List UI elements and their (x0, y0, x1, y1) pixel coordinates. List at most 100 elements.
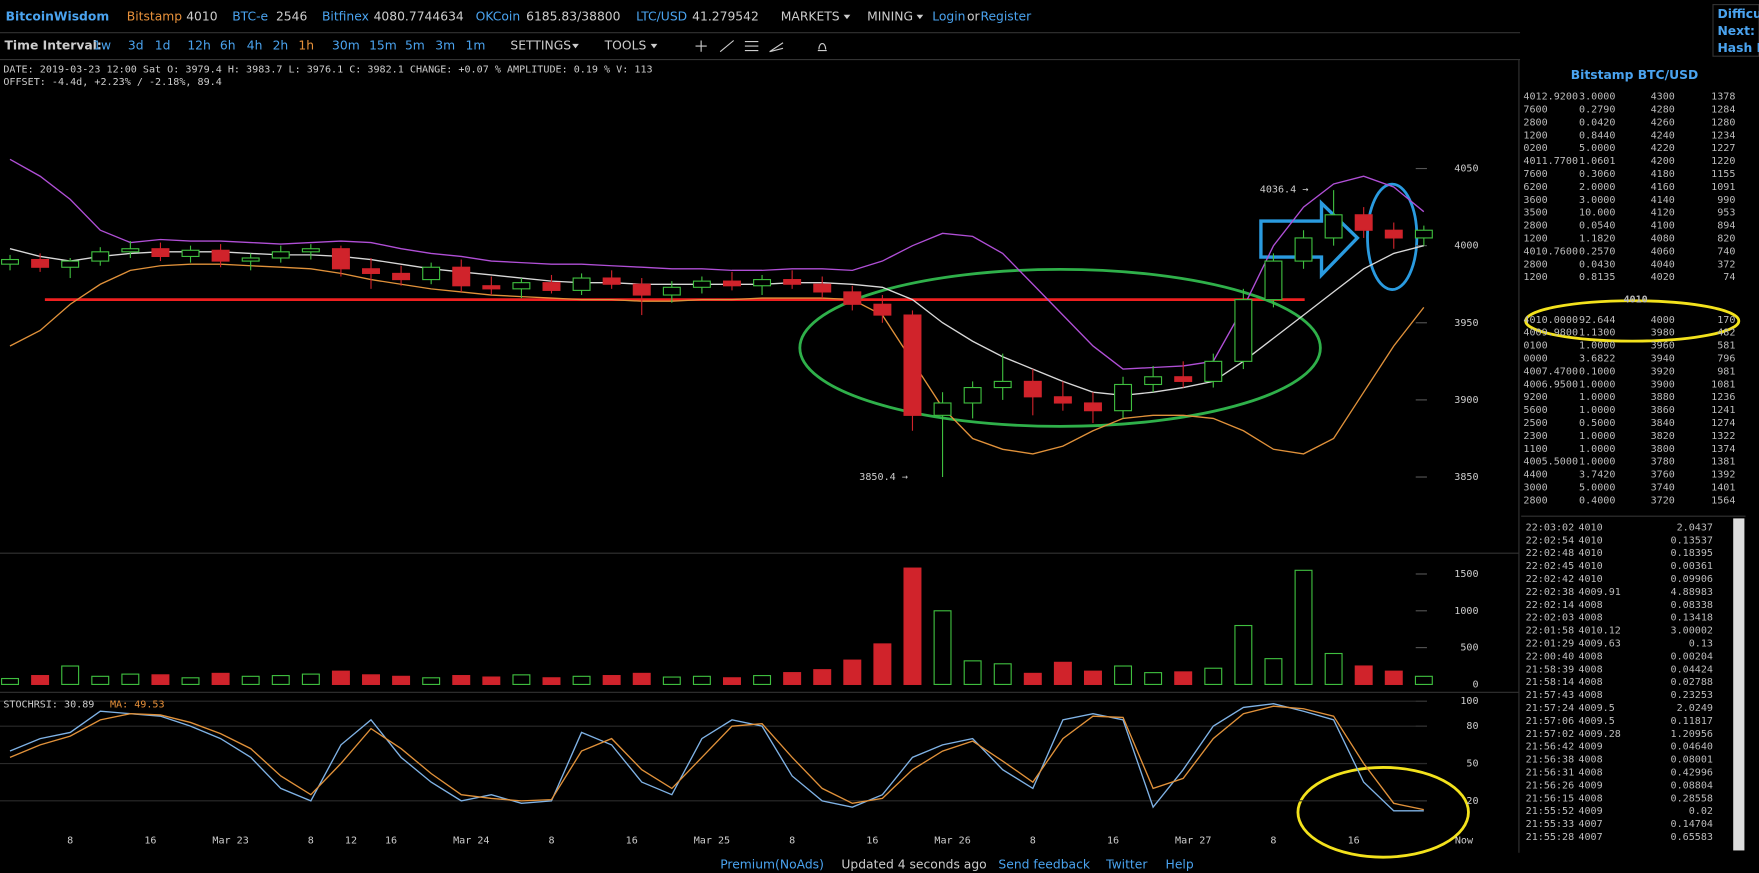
book-cell: 4280 (1651, 104, 1675, 115)
candle-body (1174, 376, 1193, 382)
trade-price: 4010 (1578, 522, 1602, 533)
interval-button[interactable]: 5m (405, 39, 425, 53)
footer-link[interactable]: Help (1166, 858, 1194, 872)
candle-body (362, 268, 380, 274)
tool-icon[interactable] (719, 40, 735, 53)
trade-amount: 0.13 (1689, 638, 1713, 649)
volume-bar (452, 675, 471, 685)
interval-button[interactable]: 1d (155, 39, 171, 53)
x-tick-label: 16 (385, 835, 397, 846)
trade-amount: 0.00361 (1671, 561, 1713, 572)
book-cell: 2800 (1523, 495, 1547, 506)
trade-price: 4008 (1578, 690, 1602, 701)
volume-bar (662, 676, 681, 685)
menu[interactable]: MINING (867, 9, 913, 23)
x-tick-label: 16 (144, 835, 156, 846)
interval-button[interactable]: 2h (273, 39, 289, 53)
book-cell: 1.0000 (1579, 405, 1615, 416)
tools-menu[interactable]: TOOLS (604, 39, 647, 53)
interval-button[interactable]: 1w (93, 39, 111, 53)
interval-button[interactable]: 15m (369, 39, 397, 53)
volume-bar (1294, 569, 1313, 685)
book-cell: 3840 (1651, 418, 1675, 429)
register-link[interactable]: Register (980, 9, 1032, 23)
candle-body (1384, 229, 1403, 239)
trade-price: 4008 (1578, 664, 1602, 675)
trade-time: 21:57:43 (1526, 690, 1575, 701)
interval-button[interactable]: 3d (128, 39, 144, 53)
candle-body (181, 249, 200, 258)
book-cell: 1241 (1711, 405, 1735, 416)
volume-bar (753, 675, 772, 685)
x-tick-label: 8 (1270, 835, 1276, 846)
login-link[interactable]: Login (932, 9, 965, 23)
annotation: 4036.4 → (1260, 185, 1309, 196)
y-tick-label: 500 (1460, 643, 1478, 654)
book-cell: 3780 (1651, 457, 1675, 468)
footer-link[interactable]: Premium(NoAds) (720, 858, 824, 872)
tool-icon[interactable] (695, 40, 707, 52)
trade-time: 22:02:14 (1526, 600, 1575, 611)
candle-body (1114, 383, 1133, 412)
interval-button[interactable]: 12h (187, 39, 211, 53)
trade-time: 22:02:54 (1526, 535, 1575, 546)
scrollbar[interactable] (1733, 518, 1745, 851)
book-cell: 1284 (1711, 104, 1735, 115)
volume-bar (151, 674, 170, 685)
x-tick-label: Mar 23 (212, 835, 248, 846)
trade-amount: 0.02 (1689, 806, 1713, 817)
volume-bar (482, 676, 501, 685)
book-cell: 581 (1717, 341, 1735, 352)
trade-price: 4010 (1578, 535, 1602, 546)
volume-bar (572, 675, 591, 685)
x-tick-label: Mar 24 (453, 835, 489, 846)
x-tick-label: 8 (1030, 835, 1036, 846)
menu-caret (843, 14, 851, 20)
book-cell: 1280 (1711, 117, 1735, 128)
volume-bar (241, 675, 260, 685)
settings-menu[interactable]: SETTINGS (510, 39, 571, 53)
book-cell: 3500 (1523, 208, 1547, 219)
interval-button[interactable]: 3m (435, 39, 455, 53)
menu[interactable]: MARKETS (781, 9, 840, 23)
trade-time: 22:02:03 (1526, 613, 1575, 624)
market-link[interactable]: Bitstamp (127, 9, 183, 23)
market-link[interactable]: LTC/USD (636, 9, 687, 23)
side-box-text: Next: (1717, 24, 1754, 38)
interval-button[interactable]: 6h (220, 39, 236, 53)
book-cell: 2500 (1523, 418, 1547, 429)
line-series (9, 245, 1424, 397)
book-cell: 3940 (1651, 354, 1675, 365)
interval-button[interactable]: 1m (466, 39, 486, 53)
book-cell: 1200 (1523, 130, 1547, 141)
trade-price: 4009.28 (1578, 729, 1620, 740)
candle-body (873, 303, 892, 316)
volume-bar (1, 677, 20, 685)
interval-button[interactable]: 30m (332, 39, 360, 53)
book-cell: 1236 (1711, 392, 1735, 403)
book-cell: 2300 (1523, 431, 1547, 442)
volume-bar (331, 670, 350, 685)
candle-body (963, 387, 982, 404)
or-text: or (967, 9, 981, 23)
footer-link[interactable]: Twitter (1105, 858, 1148, 872)
trade-time: 21:58:14 (1526, 677, 1575, 688)
trade-time: 21:55:52 (1526, 806, 1575, 817)
tool-icon[interactable] (817, 43, 827, 52)
footer-link[interactable]: Send feedback (998, 858, 1090, 872)
y-tick-label: 4000 (1454, 241, 1478, 252)
trade-amount: 2.0249 (1677, 703, 1713, 714)
volume-bar (1083, 670, 1102, 685)
x-tick-label: 8 (789, 835, 795, 846)
tool-icon[interactable] (769, 42, 784, 53)
market-link[interactable]: BTC-e (232, 9, 268, 23)
market-link[interactable]: Bitfinex (322, 9, 369, 23)
candle-body (1144, 376, 1163, 386)
book-cell: 4009.9800 (1523, 328, 1578, 339)
interval-button[interactable]: 4h (247, 39, 263, 53)
market-link[interactable]: OKCoin (476, 9, 521, 23)
tool-icon[interactable] (744, 41, 759, 52)
logo[interactable]: BitcoinWisdom (6, 9, 110, 23)
interval-button[interactable]: 1h (298, 39, 314, 53)
trade-time: 21:57:02 (1526, 729, 1575, 740)
